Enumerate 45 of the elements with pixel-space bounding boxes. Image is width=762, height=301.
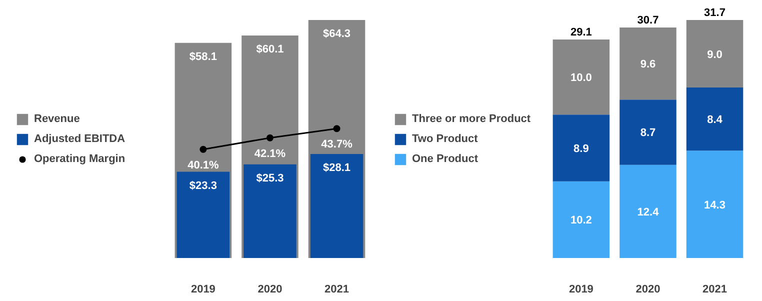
legend-label: Operating Margin bbox=[34, 152, 126, 164]
bar bbox=[176, 172, 230, 258]
bar bbox=[686, 88, 744, 151]
data-label: 42.1% bbox=[254, 148, 286, 160]
x-tick-label: 2020 bbox=[258, 284, 282, 296]
bar bbox=[686, 20, 744, 88]
data-label: 8.9 bbox=[574, 143, 589, 156]
legend-label: Adjusted EBITDA bbox=[34, 132, 126, 144]
legend-label: Revenue bbox=[34, 112, 80, 124]
data-label: 10.2 bbox=[570, 214, 592, 227]
bar bbox=[552, 114, 610, 182]
data-label: $60.1 bbox=[256, 44, 284, 56]
legend-label: One Product bbox=[412, 152, 478, 164]
x-tick-label: 2019 bbox=[568, 284, 594, 296]
bar bbox=[552, 181, 610, 258]
bar bbox=[620, 27, 676, 100]
x-tick-label: 2021 bbox=[324, 284, 350, 296]
x-tick-label: 2019 bbox=[190, 284, 216, 296]
bar bbox=[244, 164, 296, 258]
data-label: 43.7% bbox=[321, 138, 353, 151]
data-label: 8.4 bbox=[707, 114, 724, 126]
data-label: 10.0 bbox=[570, 72, 592, 84]
total-label: 31.7 bbox=[704, 6, 726, 19]
data-label: 8.7 bbox=[640, 127, 656, 140]
x-tick-label: 2021 bbox=[702, 284, 728, 296]
total-label: 29.1 bbox=[570, 26, 592, 38]
data-label: 12.4 bbox=[637, 206, 660, 218]
data-label: $25.3 bbox=[256, 172, 284, 184]
total-label: 30.7 bbox=[637, 14, 659, 26]
data-label: $28.1 bbox=[323, 162, 351, 174]
bar bbox=[310, 154, 364, 258]
legend-label: Three or more Product bbox=[412, 112, 531, 124]
data-label: 9.6 bbox=[640, 58, 656, 71]
data-label: $58.1 bbox=[189, 50, 217, 63]
bar bbox=[552, 40, 610, 115]
data-label: $23.3 bbox=[189, 180, 217, 192]
data-label: 40.1% bbox=[188, 159, 220, 172]
bar bbox=[620, 100, 676, 165]
data-label: 9.0 bbox=[707, 48, 722, 61]
x-tick-label: 2020 bbox=[636, 284, 660, 296]
bar bbox=[686, 150, 744, 258]
bar bbox=[620, 164, 676, 258]
data-label: 14.3 bbox=[704, 199, 726, 212]
legend-label: Two Product bbox=[412, 132, 478, 144]
data-label: $64.3 bbox=[323, 28, 351, 40]
